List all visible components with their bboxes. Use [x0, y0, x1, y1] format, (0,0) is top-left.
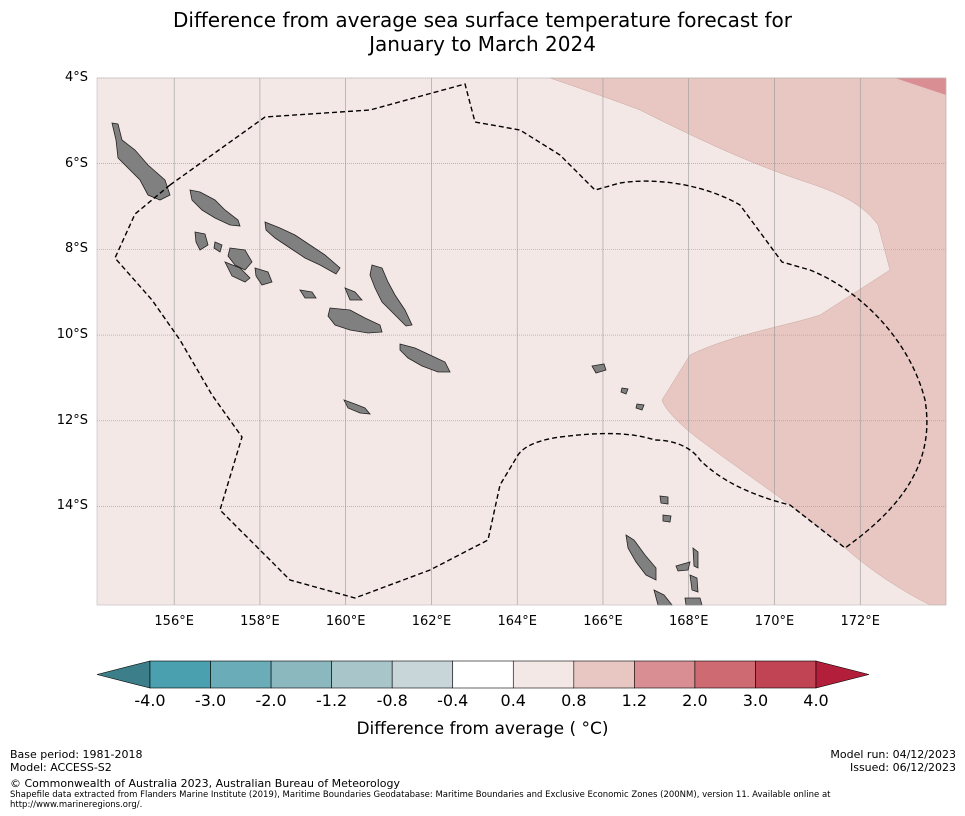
title-line-2: January to March 2024 — [369, 32, 596, 56]
island-makira — [399, 343, 451, 373]
colorbar-segment — [331, 660, 393, 689]
colorbar-segment — [391, 660, 454, 689]
island-guadalcanal — [327, 307, 383, 334]
colorbar-segment — [149, 660, 211, 689]
latitude-label: 10°S — [56, 327, 88, 343]
island-choiseul — [189, 189, 241, 227]
anomaly-region-1-2-to-2-0 — [895, 78, 946, 95]
colorbar-segment — [270, 660, 332, 689]
longitude-label: 168°E — [668, 614, 709, 629]
island-espiritu-santo — [625, 534, 657, 581]
island-santa-cruz — [591, 363, 645, 411]
colorbar-tick-label: 1.2 — [621, 691, 648, 710]
latitude-label: 6°S — [64, 155, 88, 171]
colorbar-tick-label: -0.8 — [376, 691, 408, 710]
island-russell-group — [224, 261, 273, 286]
map-title: Difference from average sea surface temp… — [0, 8, 965, 56]
anomaly-region-0-8-to-1-2 — [549, 77, 947, 606]
longitude-label: 158°E — [240, 614, 280, 629]
longitude-label: 170°E — [754, 614, 795, 629]
colorbar — [96, 660, 870, 689]
island-new-georgia — [194, 231, 253, 271]
colorbar-tick-label: -3.0 — [194, 691, 227, 710]
shapefile-note: Shapefile data extracted from Flanders M… — [10, 790, 831, 810]
latitude-label: 14°S — [56, 498, 88, 514]
colorbar-tick-label: 0.8 — [561, 691, 587, 710]
longitude-label: 164°E — [497, 614, 537, 629]
colorbar-segment — [634, 660, 696, 689]
latitude-label: 12°S — [56, 412, 88, 428]
colorbar-under-arrow — [96, 660, 151, 689]
eez-boundaries — [114, 83, 928, 599]
colorbar-tick-label: -4.0 — [134, 691, 166, 710]
colorbar-title: Difference from average ( °C) — [356, 719, 609, 739]
map-frame — [96, 77, 947, 606]
colorbar-tick-label: 3.0 — [742, 691, 769, 710]
colorbar-segment — [452, 660, 514, 689]
longitude-label: 156°E — [154, 614, 194, 629]
colorbar-tick-label: -2.0 — [255, 691, 287, 710]
longitude-label: 172°E — [840, 614, 880, 629]
latitude-label: 8°S — [64, 241, 88, 257]
colorbar-tick-label: -1.2 — [316, 691, 348, 710]
copyright-notice: © Commonwealth of Australia 2023, Austra… — [10, 777, 400, 790]
colorbar-segment — [694, 660, 756, 689]
longitude-label: 160°E — [325, 614, 366, 629]
issued-date: Issued: 06/12/2023 — [849, 761, 956, 774]
colorbar-segment — [512, 660, 575, 689]
island-santa-isabel — [264, 221, 341, 275]
island-vanuatu-north — [659, 495, 672, 523]
colorbar-segment — [573, 660, 635, 689]
colorbar-tick-label: 2.0 — [682, 691, 708, 710]
colorbar-tick-label: -0.4 — [437, 691, 469, 710]
colorbar-segment — [210, 660, 272, 689]
land-masses — [111, 122, 703, 606]
island-rennell — [343, 399, 371, 415]
colorbar-tick-label: 4.0 — [803, 691, 829, 710]
longitude-label: 162°E — [411, 614, 452, 629]
colorbar-over-arrow — [815, 660, 870, 689]
model-run: Model run: 04/12/2023 — [830, 748, 956, 761]
colorbar-tick-label: 0.4 — [500, 691, 526, 710]
base-period: Base period: 1981-2018 — [10, 748, 143, 761]
latitude-label: 4°S — [64, 70, 88, 85]
colorbar-segment — [755, 660, 817, 689]
island-florida — [299, 287, 363, 301]
model-name: Model: ACCESS-S2 — [10, 761, 112, 774]
eez-boundary-solomon-islands — [114, 83, 928, 599]
island-malaita — [369, 264, 413, 327]
title-line-1: Difference from average sea surface temp… — [172, 8, 792, 32]
island-bougainville — [111, 122, 171, 201]
longitude-label: 166°E — [583, 614, 623, 629]
